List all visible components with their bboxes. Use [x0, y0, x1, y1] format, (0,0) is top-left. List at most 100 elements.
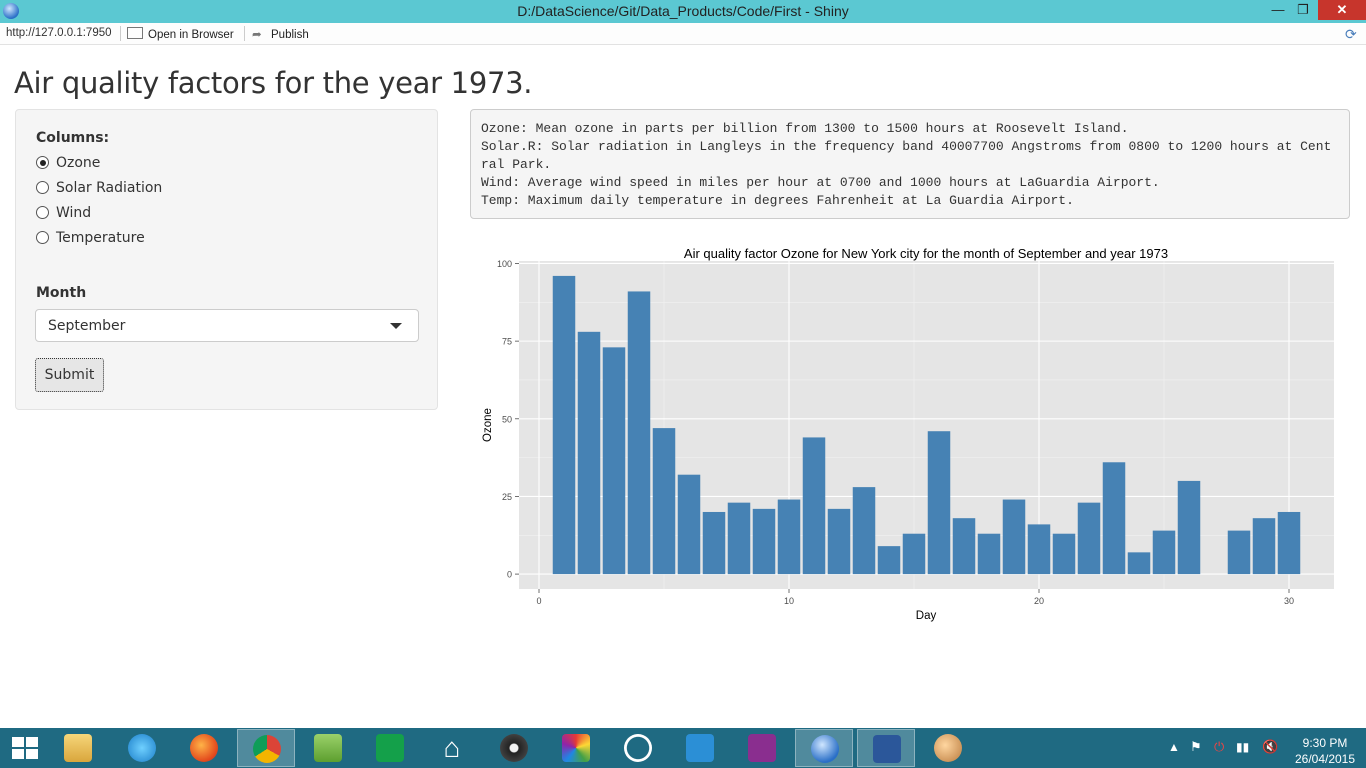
chart-bar: [1102, 462, 1126, 575]
taskbar-media-player-button[interactable]: [485, 729, 543, 767]
x-tick-label: 10: [784, 596, 794, 606]
taskbar-paint-palette-button[interactable]: [919, 729, 977, 767]
firefox-icon: [190, 734, 218, 762]
start-icon-pane: [26, 749, 38, 759]
taskbar-file-explorer-button[interactable]: [49, 729, 107, 767]
notepad-plus-icon: [314, 734, 342, 762]
power-icon[interactable]: ⏻: [1214, 739, 1225, 754]
chart-bar: [1027, 524, 1051, 575]
taskbar-word-button[interactable]: [857, 729, 915, 767]
chart-bar: [652, 428, 676, 575]
publish-label: Publish: [271, 29, 309, 41]
chart-bar: [727, 502, 751, 575]
start-icon-pane: [12, 749, 24, 759]
word-icon: [873, 735, 901, 763]
store-icon: [376, 734, 404, 762]
chart-bar: [852, 487, 876, 575]
description-output: Ozone: Mean ozone in parts per billion f…: [470, 109, 1350, 219]
radio-temperature[interactable]: Temperature: [36, 230, 145, 246]
start-icon-pane: [26, 737, 38, 747]
y-tick-label: 25: [502, 492, 512, 502]
submit-button[interactable]: Submit: [35, 358, 104, 392]
taskbar-store-button[interactable]: [361, 729, 419, 767]
ozone-bar-chart: 0 25 50 75 100 0 10 20 30 Air quality factor Ozo…: [470, 236, 1350, 626]
chart-bar: [1252, 518, 1276, 575]
publish-icon: ➦: [252, 29, 262, 41]
start-button[interactable]: [12, 737, 38, 759]
action-center-flag-icon[interactable]: ⚑: [1190, 739, 1202, 754]
x-tick-label: 30: [1284, 596, 1294, 606]
minimize-button[interactable]: —: [1271, 2, 1285, 17]
chart-title: Air quality factor Ozone for New York ci…: [684, 246, 1168, 261]
taskbar-firefox-button[interactable]: [175, 729, 233, 767]
maximize-button[interactable]: ❐: [1297, 2, 1309, 17]
page-title: Air quality factors for the year 1973.: [14, 66, 533, 100]
month-select-value: September: [48, 318, 126, 334]
columns-label: Columns:: [36, 130, 110, 146]
chart-y-axis-label: Ozone: [482, 408, 494, 442]
window-title: D:/DataScience/Git/Data_Products/Code/Fi…: [517, 3, 849, 19]
chart-bar: [1227, 530, 1251, 575]
month-select[interactable]: September: [35, 309, 419, 342]
url-text[interactable]: http://127.0.0.1:7950: [6, 27, 112, 39]
chart-bar: [677, 474, 701, 575]
volume-muted-icon[interactable]: 🔇: [1262, 739, 1279, 754]
radio-icon[interactable]: [36, 231, 49, 244]
taskbar-hp-button[interactable]: [609, 729, 667, 767]
rstudio-app-icon: [3, 3, 19, 19]
taskbar-internet-explorer-button[interactable]: [113, 729, 171, 767]
close-button[interactable]: ✕: [1318, 0, 1366, 20]
chart-svg: 0 25 50 75 100 0 10 20 30 Air quality factor Ozo…: [482, 246, 1334, 622]
publish-button[interactable]: ➦ Publish: [252, 27, 309, 41]
refresh-icon[interactable]: ⟳: [1345, 26, 1357, 42]
chart-bar: [602, 347, 626, 575]
taskbar-screen-tool-button[interactable]: [671, 729, 729, 767]
radio-icon[interactable]: [36, 181, 49, 194]
onenote-icon: [748, 734, 776, 762]
clock-date: 26/04/2015: [1294, 752, 1356, 766]
taskbar-home-button[interactable]: ⌂: [423, 729, 481, 767]
chart-bar: [1177, 480, 1201, 575]
taskbar-notepad-plus-button[interactable]: [299, 729, 357, 767]
browser-icon: [127, 27, 143, 39]
y-tick-label: 100: [497, 259, 512, 269]
clock-time: 9:30 PM: [1302, 736, 1348, 750]
chart-bar: [977, 533, 1001, 575]
home-icon: ⌂: [443, 732, 461, 763]
chart-bar: [777, 499, 801, 575]
taskbar-paint-button[interactable]: [547, 729, 605, 767]
show-hidden-icons[interactable]: ▲: [1168, 740, 1180, 754]
media-player-icon: [500, 734, 528, 762]
radio-solar-radiation[interactable]: Solar Radiation: [36, 180, 162, 196]
chart-x-axis-label: Day: [916, 610, 937, 622]
toolbar-divider: [244, 26, 245, 41]
radio-label: Solar Radiation: [56, 180, 163, 196]
taskbar-clock[interactable]: 9:30 PM 26/04/2015: [1292, 735, 1358, 767]
chart-bar: [827, 508, 851, 575]
radio-ozone[interactable]: Ozone: [36, 155, 100, 171]
radio-icon[interactable]: [36, 206, 49, 219]
open-in-browser-button[interactable]: Open in Browser: [127, 27, 234, 41]
radio-selected-icon[interactable]: [36, 156, 49, 169]
taskbar-onenote-button[interactable]: [733, 729, 791, 767]
paint-icon: [562, 734, 590, 762]
dropdown-arrow-icon[interactable]: [390, 323, 402, 329]
description-line: Temp: Maximum daily temperature in degre…: [481, 193, 1074, 208]
radio-label: Temperature: [56, 230, 145, 246]
chart-bar: [877, 546, 901, 575]
chart-bar: [927, 431, 951, 575]
radio-wind[interactable]: Wind: [36, 205, 91, 221]
toolbar-divider: [120, 26, 121, 41]
file-explorer-icon: [64, 734, 92, 762]
taskbar-chrome-button[interactable]: [237, 729, 295, 767]
x-tick-label: 0: [536, 596, 541, 606]
network-signal-icon[interactable]: ▮▮: [1236, 740, 1250, 754]
chart-bar: [577, 331, 601, 575]
description-line: Solar.R: Solar radiation in Langleys in …: [481, 139, 1332, 172]
chart-bar: [1077, 502, 1101, 575]
chart-bar: [1152, 530, 1176, 575]
chrome-icon: [253, 735, 281, 763]
taskbar-rstudio-button[interactable]: [795, 729, 853, 767]
start-icon-pane: [12, 737, 24, 747]
hp-icon: [624, 734, 652, 762]
